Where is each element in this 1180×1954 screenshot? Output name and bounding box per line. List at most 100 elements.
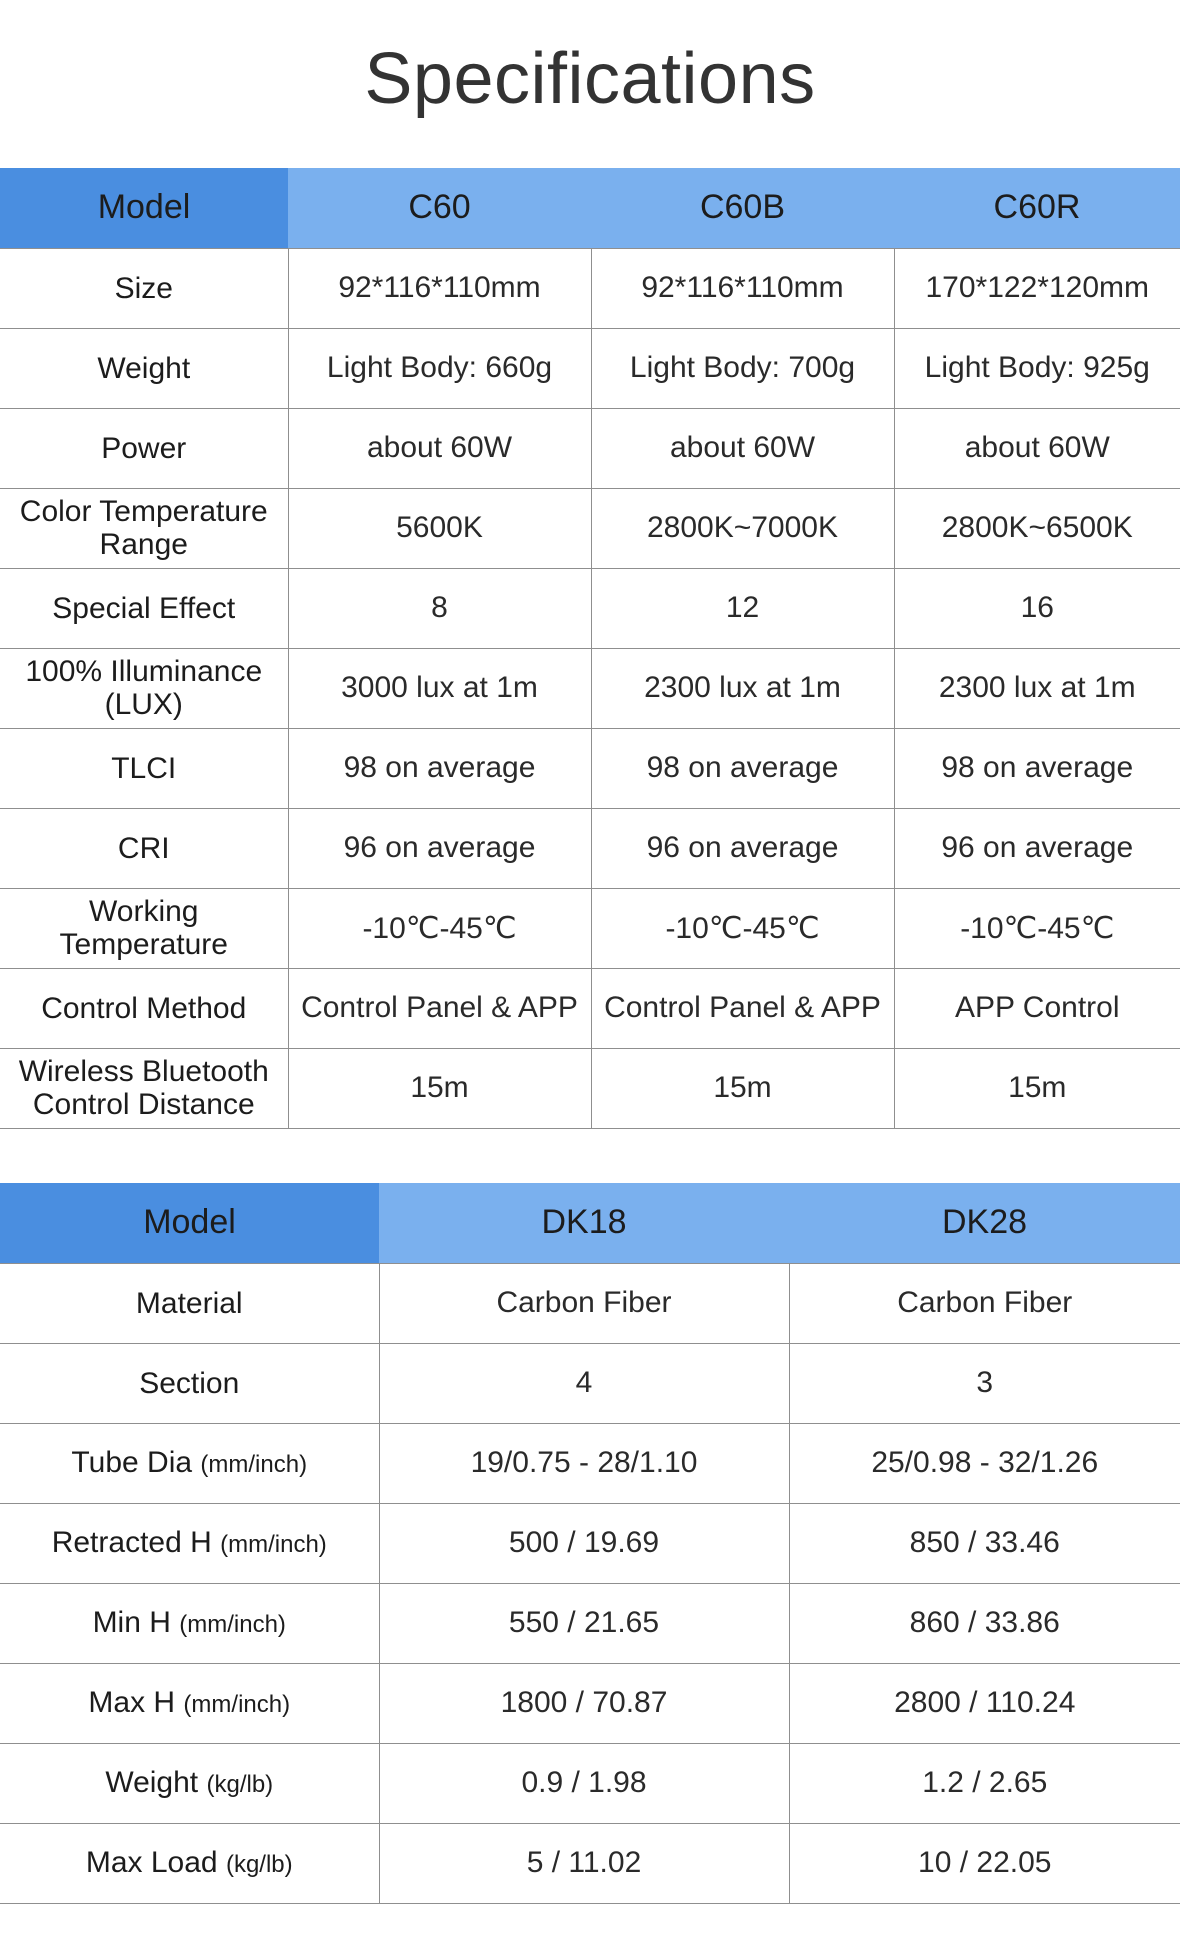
spec-value-cell: about 60W bbox=[288, 408, 592, 489]
row-label-text: Control Method bbox=[41, 991, 247, 1025]
table-row: Power about 60W about 60W about 60W bbox=[0, 408, 1180, 489]
spec-value-cell: 8 bbox=[288, 568, 592, 649]
row-label-text: Retracted H bbox=[51, 1525, 212, 1559]
row-label-text: Power bbox=[101, 431, 187, 465]
row-label-text: Weight bbox=[97, 351, 191, 385]
row-label-text: 100% Illuminance (LUX) bbox=[25, 655, 263, 721]
model-column-header: Model bbox=[0, 168, 288, 249]
table-row: CRI 96 on average 96 on average 96 on avera… bbox=[0, 808, 1180, 889]
row-label: Tube Dia (mm/inch) bbox=[0, 1423, 380, 1504]
spec-value-cell: 12 bbox=[591, 568, 895, 649]
spec-value-cell: -10℃-45℃ bbox=[288, 888, 592, 969]
row-label-text: Working Temperature bbox=[59, 895, 228, 961]
spec-value-cell: -10℃-45℃ bbox=[894, 888, 1180, 969]
spec-value-cell: 98 on average bbox=[288, 728, 592, 809]
spec-value-cell: 92*116*110mm bbox=[288, 248, 592, 329]
spec-value-cell: 19/0.75 - 28/1.10 bbox=[379, 1423, 790, 1504]
row-label-text: Special Effect bbox=[52, 591, 236, 625]
spec-value-cell: 15m bbox=[591, 1048, 895, 1129]
row-label: Wireless Bluetooth Control Distance bbox=[0, 1048, 289, 1129]
spec-value-cell: 850 / 33.46 bbox=[789, 1503, 1180, 1584]
spec-value-cell: Light Body: 660g bbox=[288, 328, 592, 409]
product-column-header: C60B bbox=[591, 168, 894, 249]
table-row: Wireless Bluetooth Control Distance 15m 15… bbox=[0, 1048, 1180, 1129]
row-label-text: Wireless Bluetooth Control Distance bbox=[18, 1055, 269, 1121]
row-label-text: Color Temperature Range bbox=[19, 495, 268, 561]
table-row: Max H (mm/inch) 1800 / 70.87 2800 / 110.24 bbox=[0, 1663, 1180, 1744]
row-label: Min H (mm/inch) bbox=[0, 1583, 380, 1664]
spec-value-cell: 4 bbox=[379, 1343, 790, 1424]
table-row: Weight Light Body: 660g Light Body: 700g Li… bbox=[0, 328, 1180, 409]
row-label-text: Section bbox=[139, 1366, 240, 1400]
spec-value-cell: 16 bbox=[894, 568, 1180, 649]
row-label: Section bbox=[0, 1343, 380, 1424]
row-label-text: Max H bbox=[88, 1685, 176, 1719]
row-label-text: Max Load bbox=[85, 1845, 218, 1879]
row-unit-text: (mm/inch) bbox=[183, 1690, 291, 1718]
spec-value-cell: 10 / 22.05 bbox=[789, 1823, 1180, 1904]
spec-value-cell: about 60W bbox=[894, 408, 1180, 489]
spec-value-cell: Carbon Fiber bbox=[379, 1263, 790, 1344]
row-label: TLCI bbox=[0, 728, 289, 809]
row-label-text: Min H bbox=[92, 1605, 171, 1639]
spec-value-cell: -10℃-45℃ bbox=[591, 888, 895, 969]
spec-value-cell: Control Panel & APP bbox=[591, 968, 895, 1049]
row-label: Max H (mm/inch) bbox=[0, 1663, 380, 1744]
page-title: Specifications bbox=[364, 39, 816, 119]
row-label: 100% Illuminance (LUX) bbox=[0, 648, 289, 729]
spec-value-cell: 2300 lux at 1m bbox=[591, 648, 895, 729]
spec-value-cell: 500 / 19.69 bbox=[379, 1503, 790, 1584]
table-row: Size 92*116*110mm 92*116*110mm 170*122*120m… bbox=[0, 248, 1180, 329]
table-row: Special Effect 8 12 16 bbox=[0, 568, 1180, 649]
row-label-text: Size bbox=[114, 271, 173, 305]
spec-value-cell: 98 on average bbox=[591, 728, 895, 809]
table-header-row: Model C60 C60B C60R bbox=[0, 168, 1180, 249]
spec-value-cell: 2300 lux at 1m bbox=[894, 648, 1180, 729]
row-label: Control Method bbox=[0, 968, 289, 1049]
spec-value-cell: 2800K~7000K bbox=[591, 488, 895, 569]
spec-value-cell: 15m bbox=[288, 1048, 592, 1129]
row-label: Material bbox=[0, 1263, 380, 1344]
model-column-header: Model bbox=[0, 1183, 379, 1264]
spec-value-cell: 2800K~6500K bbox=[894, 488, 1180, 569]
spec-value-cell: 96 on average bbox=[288, 808, 592, 889]
spec-value-cell: 2800 / 110.24 bbox=[789, 1663, 1180, 1744]
product-column-header: DK18 bbox=[379, 1183, 789, 1264]
spec-value-cell: 5600K bbox=[288, 488, 592, 569]
spec-value-cell: 1800 / 70.87 bbox=[379, 1663, 790, 1744]
row-label-text: CRI bbox=[117, 831, 170, 865]
table-row: Min H (mm/inch) 550 / 21.65 860 / 33.86 bbox=[0, 1583, 1180, 1664]
spec-value-cell: 0.9 / 1.98 bbox=[379, 1743, 790, 1824]
spec-value-cell: 15m bbox=[894, 1048, 1180, 1129]
row-label-text: Tube Dia bbox=[71, 1445, 193, 1479]
spec-value-cell: 96 on average bbox=[894, 808, 1180, 889]
spec-value-cell: 3000 lux at 1m bbox=[288, 648, 592, 729]
table-header-row: Model DK18 DK28 bbox=[0, 1183, 1180, 1264]
table-row: Weight (kg/lb) 0.9 / 1.98 1.2 / 2.65 bbox=[0, 1743, 1180, 1824]
row-label: Max Load (kg/lb) bbox=[0, 1823, 380, 1904]
spec-value-cell: 550 / 21.65 bbox=[379, 1583, 790, 1664]
product-column-header: DK28 bbox=[789, 1183, 1180, 1264]
spec-value-cell: 92*116*110mm bbox=[591, 248, 895, 329]
table-row: Material Carbon Fiber Carbon Fiber bbox=[0, 1263, 1180, 1344]
spec-value-cell: 170*122*120mm bbox=[894, 248, 1180, 329]
spec-value-cell: Carbon Fiber bbox=[789, 1263, 1180, 1344]
spec-value-cell: APP Control bbox=[894, 968, 1180, 1049]
table-row: Section 4 3 bbox=[0, 1343, 1180, 1424]
spec-value-cell: 3 bbox=[789, 1343, 1180, 1424]
spec-value-cell: 860 / 33.86 bbox=[789, 1583, 1180, 1664]
table-row: Tube Dia (mm/inch) 19/0.75 - 28/1.10 25/0.… bbox=[0, 1423, 1180, 1504]
row-label: Weight (kg/lb) bbox=[0, 1743, 380, 1824]
row-label: Power bbox=[0, 408, 289, 489]
row-unit-text: (kg/lb) bbox=[225, 1850, 293, 1878]
row-label-text: Material bbox=[135, 1286, 243, 1320]
row-unit-text: (kg/lb) bbox=[206, 1770, 274, 1798]
table-row: Working Temperature -10℃-45℃ -10℃-45℃ -10℃-… bbox=[0, 888, 1180, 969]
table-row: Retracted H (mm/inch) 500 / 19.69 850 / 33… bbox=[0, 1503, 1180, 1584]
spec-value-cell: Light Body: 700g bbox=[591, 328, 895, 409]
row-unit-text: (mm/inch) bbox=[200, 1450, 308, 1478]
row-label: Color Temperature Range bbox=[0, 488, 289, 569]
row-label-text: TLCI bbox=[111, 751, 177, 785]
row-label: Retracted H (mm/inch) bbox=[0, 1503, 380, 1584]
